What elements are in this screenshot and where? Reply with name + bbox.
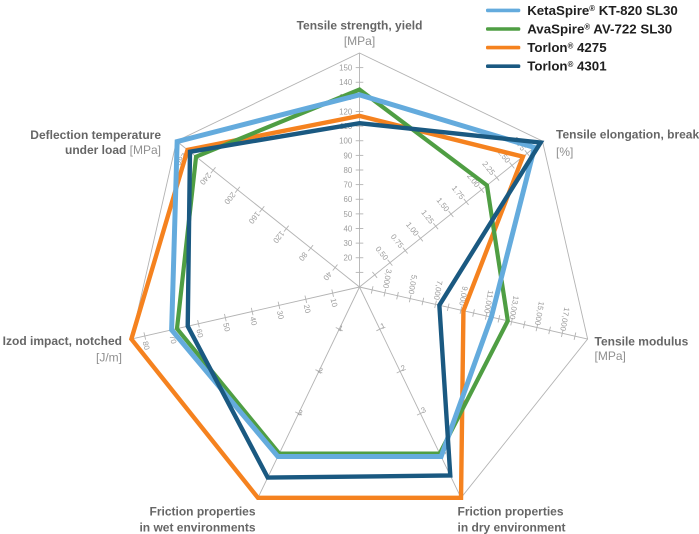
svg-text:50: 50 (344, 210, 353, 219)
svg-text:7,000: 7,000 (432, 280, 444, 301)
svg-text:2: 2 (316, 366, 324, 376)
svg-text:1: 1 (379, 321, 387, 331)
svg-text:140: 140 (339, 78, 353, 87)
svg-text:[MPa]: [MPa] (344, 34, 375, 48)
svg-text:150: 150 (339, 64, 353, 73)
svg-text:60: 60 (194, 328, 205, 339)
svg-text:17,000: 17,000 (558, 307, 571, 333)
svg-text:10: 10 (329, 297, 340, 308)
svg-text:1: 1 (337, 323, 345, 333)
svg-text:80: 80 (141, 340, 152, 351)
svg-text:Izod impact, notched: Izod impact, notched (3, 334, 122, 348)
svg-text:15,000: 15,000 (533, 301, 546, 327)
svg-text:Friction properties: Friction properties (458, 504, 564, 518)
svg-text:Deflection temperature: Deflection temperature (30, 128, 161, 142)
svg-text:3,000: 3,000 (381, 268, 393, 289)
svg-text:Tensile strength, yield: Tensile strength, yield (297, 18, 423, 32)
svg-text:under load [MPa]: under load [MPa] (65, 143, 161, 157)
svg-text:20: 20 (302, 304, 313, 315)
svg-text:2: 2 (399, 363, 407, 373)
svg-text:60: 60 (344, 195, 353, 204)
svg-text:70: 70 (344, 181, 353, 190)
svg-text:3: 3 (296, 408, 304, 418)
svg-text:5,000: 5,000 (406, 274, 418, 295)
svg-text:120: 120 (339, 107, 353, 116)
svg-text:AvaSpire® AV-722 SL30: AvaSpire® AV-722 SL30 (527, 21, 672, 36)
svg-text:80: 80 (344, 166, 353, 175)
svg-text:30: 30 (344, 239, 353, 248)
svg-text:30: 30 (275, 310, 286, 321)
svg-text:20: 20 (344, 254, 353, 263)
svg-text:in dry environment: in dry environment (458, 521, 566, 534)
svg-text:90: 90 (344, 151, 353, 160)
svg-text:Torlon® 4275: Torlon® 4275 (527, 40, 607, 55)
svg-text:in wet environments: in wet environments (139, 521, 255, 534)
svg-text:[MPa]: [MPa] (595, 349, 626, 363)
svg-text:KetaSpire® KT-820 SL30: KetaSpire® KT-820 SL30 (527, 3, 678, 18)
svg-text:Friction properties: Friction properties (149, 504, 255, 518)
svg-text:[J/m]: [J/m] (96, 351, 122, 365)
svg-text:40: 40 (248, 316, 259, 327)
svg-text:100: 100 (339, 137, 353, 146)
svg-text:Tensile modulus: Tensile modulus (595, 335, 689, 349)
svg-text:3: 3 (420, 405, 428, 415)
svg-text:13,000: 13,000 (507, 295, 520, 321)
svg-text:40: 40 (344, 224, 353, 233)
svg-text:Tensile elongation, break: Tensile elongation, break (556, 128, 699, 142)
svg-text:50: 50 (221, 322, 232, 333)
svg-text:[%]: [%] (556, 145, 573, 159)
svg-text:70: 70 (168, 334, 179, 345)
svg-text:Torlon® 4301: Torlon® 4301 (527, 59, 607, 74)
